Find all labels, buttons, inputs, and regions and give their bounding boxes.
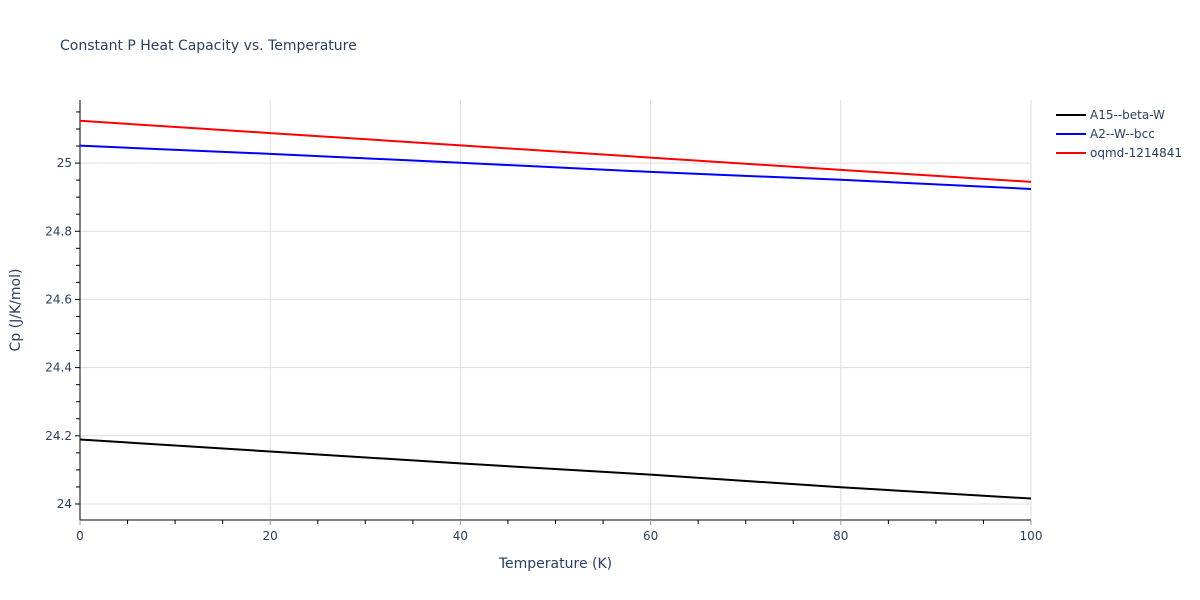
y-tick-label: 24.4 (45, 361, 72, 375)
legend-item-a15-beta-w[interactable]: A15--beta-W (1056, 108, 1165, 122)
y-tick-label: 24 (57, 497, 72, 511)
x-tick-label: 0 (76, 529, 84, 543)
legend-label: A15--beta-W (1090, 108, 1165, 122)
legend-item-oqmd-1214841[interactable]: oqmd-1214841 (1056, 146, 1182, 160)
y-axis-title: Cp (J/K/mol) (8, 269, 24, 352)
series-line-a15-beta-w[interactable] (79, 438, 1032, 500)
x-tick-label: 100 (1020, 529, 1043, 543)
grid (80, 100, 1032, 520)
series-line-a2-w-bcc[interactable] (79, 144, 1032, 190)
legend-item-a2-w-bcc[interactable]: A2--W--bcc (1056, 127, 1155, 141)
axes: 0 20 40 60 80 100 24 24.2 24.4 24.6 24.8 25 (45, 100, 1042, 543)
y-tick-label: 25 (57, 156, 72, 170)
x-tick-label: 40 (453, 529, 468, 543)
legend-label: oqmd-1214841 (1090, 146, 1182, 160)
y-tick-label: 24.8 (45, 224, 72, 238)
plot-area[interactable] (79, 119, 1032, 500)
x-tick-label: 60 (643, 529, 658, 543)
x-tick-label: 80 (833, 529, 848, 543)
x-axis-title: Temperature (K) (498, 556, 612, 572)
legend-label: A2--W--bcc (1090, 127, 1155, 141)
chart-title: Constant P Heat Capacity vs. Temperature (60, 38, 357, 54)
y-tick-label: 24.2 (45, 429, 72, 443)
y-tick-label: 24.6 (45, 292, 72, 306)
legend: A15--beta-W A2--W--bcc oqmd-1214841 (1056, 108, 1182, 160)
series-line-oqmd-1214841[interactable] (79, 119, 1032, 183)
x-tick-label: 20 (263, 529, 278, 543)
